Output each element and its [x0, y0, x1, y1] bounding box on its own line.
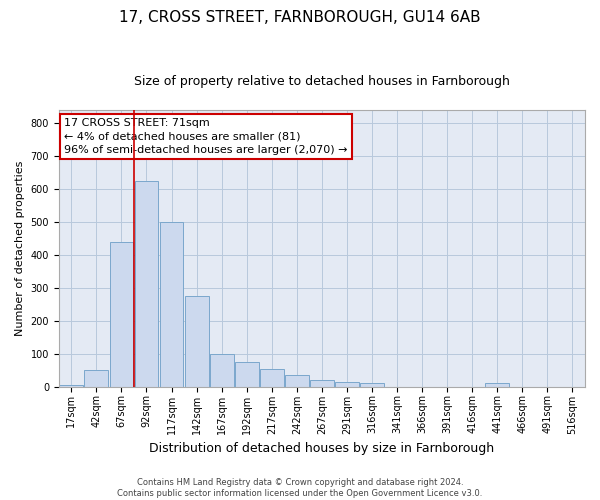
Bar [210, 354, 233, 386]
Bar [134, 181, 158, 386]
Bar [235, 362, 259, 386]
Text: 17, CROSS STREET, FARNBOROUGH, GU14 6AB: 17, CROSS STREET, FARNBOROUGH, GU14 6AB [119, 10, 481, 25]
Bar [110, 242, 133, 386]
Y-axis label: Number of detached properties: Number of detached properties [15, 160, 25, 336]
Bar [335, 382, 359, 386]
Bar [360, 382, 384, 386]
Bar [260, 368, 284, 386]
Bar [85, 370, 108, 386]
Text: 17 CROSS STREET: 71sqm
← 4% of detached houses are smaller (81)
96% of semi-deta: 17 CROSS STREET: 71sqm ← 4% of detached … [64, 118, 347, 154]
X-axis label: Distribution of detached houses by size in Farnborough: Distribution of detached houses by size … [149, 442, 494, 455]
Bar [485, 384, 509, 386]
Bar [310, 380, 334, 386]
Title: Size of property relative to detached houses in Farnborough: Size of property relative to detached ho… [134, 75, 510, 88]
Bar [160, 222, 184, 386]
Text: Contains HM Land Registry data © Crown copyright and database right 2024.
Contai: Contains HM Land Registry data © Crown c… [118, 478, 482, 498]
Bar [185, 296, 209, 386]
Bar [59, 385, 83, 386]
Bar [285, 375, 309, 386]
